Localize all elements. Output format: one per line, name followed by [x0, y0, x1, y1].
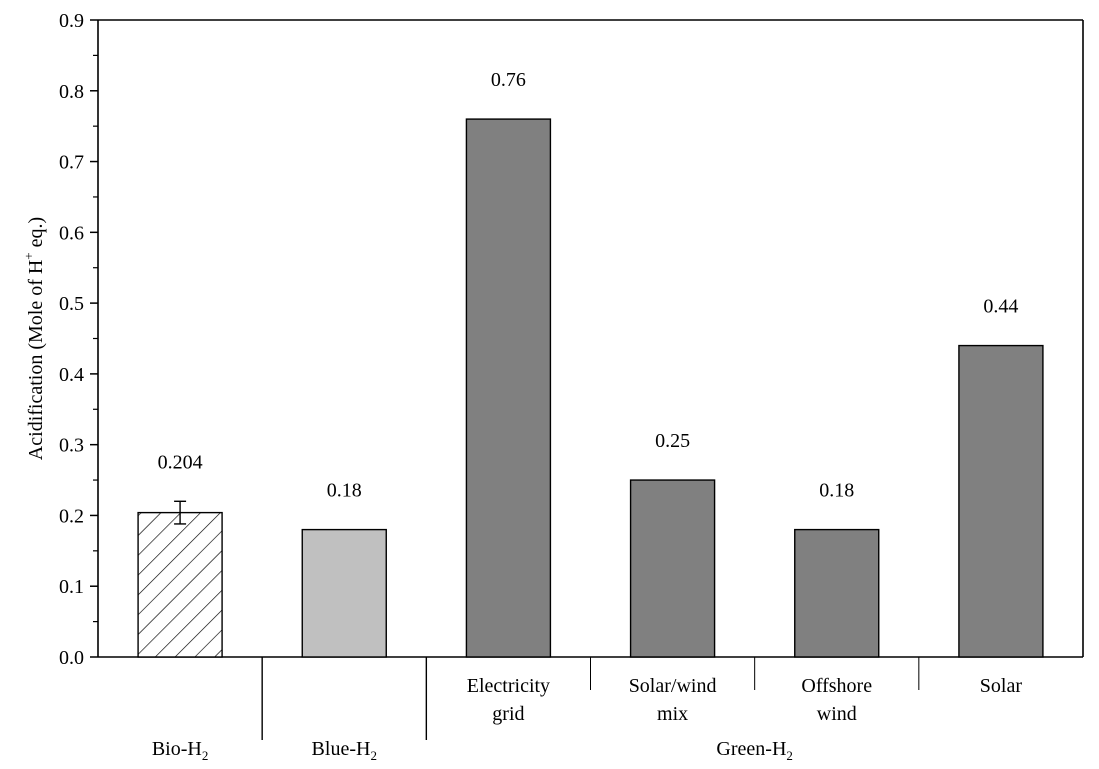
group-label: Bio-H2: [152, 738, 209, 763]
y-tick-label: 0.0: [59, 647, 84, 669]
group-label: Green-H2: [716, 738, 792, 763]
bar: [794, 528, 880, 658]
y-tick-label: 0.9: [59, 10, 84, 32]
y-tick-label: 0.5: [59, 293, 84, 315]
y-tick-label: 0.1: [59, 576, 84, 598]
data-labels: 0.204 0.18 0.76 0.25 0.18 0.44: [158, 69, 1019, 502]
data-label: 0.18: [327, 480, 362, 502]
y-tick-label: 0.8: [59, 81, 84, 103]
bar: [137, 511, 223, 658]
axes: 0.0 0.1 0.2 0.3 0.4 0.5 0.6 0.7 0.8 0.9 Acidificat…: [21, 10, 1084, 669]
y-tick-label: 0.3: [59, 435, 84, 457]
x-category-label: grid: [492, 703, 524, 725]
data-label: 0.18: [819, 480, 854, 502]
x-category-label: wind: [817, 703, 857, 725]
group-label: Blue-H2: [312, 738, 377, 763]
y-tick-label: 0.7: [59, 152, 84, 174]
data-label: 0.76: [491, 69, 526, 91]
x-category-label: Electricity: [467, 675, 550, 697]
bar: [301, 528, 387, 658]
x-category-label: mix: [657, 703, 688, 725]
data-label: 0.44: [983, 296, 1018, 318]
data-label: 0.25: [655, 430, 690, 452]
y-tick-label: 0.2: [59, 505, 84, 527]
data-label: 0.204: [158, 451, 203, 473]
y-tick-label: 0.4: [59, 364, 84, 386]
x-category-label: Solar/wind: [629, 675, 717, 697]
bar: [629, 479, 716, 658]
y-tick-label: 0.6: [59, 222, 84, 244]
bar: [958, 344, 1044, 658]
x-category-labels: Electricity grid Solar/wind mix Offshore wind…: [152, 657, 1023, 763]
x-category-label: Solar: [980, 675, 1023, 697]
bars: [137, 118, 1044, 658]
bar: [465, 118, 552, 658]
x-category-label: Offshore: [801, 675, 872, 697]
y-axis-title: Acidification (Mole of H+ eq.): [21, 217, 47, 460]
